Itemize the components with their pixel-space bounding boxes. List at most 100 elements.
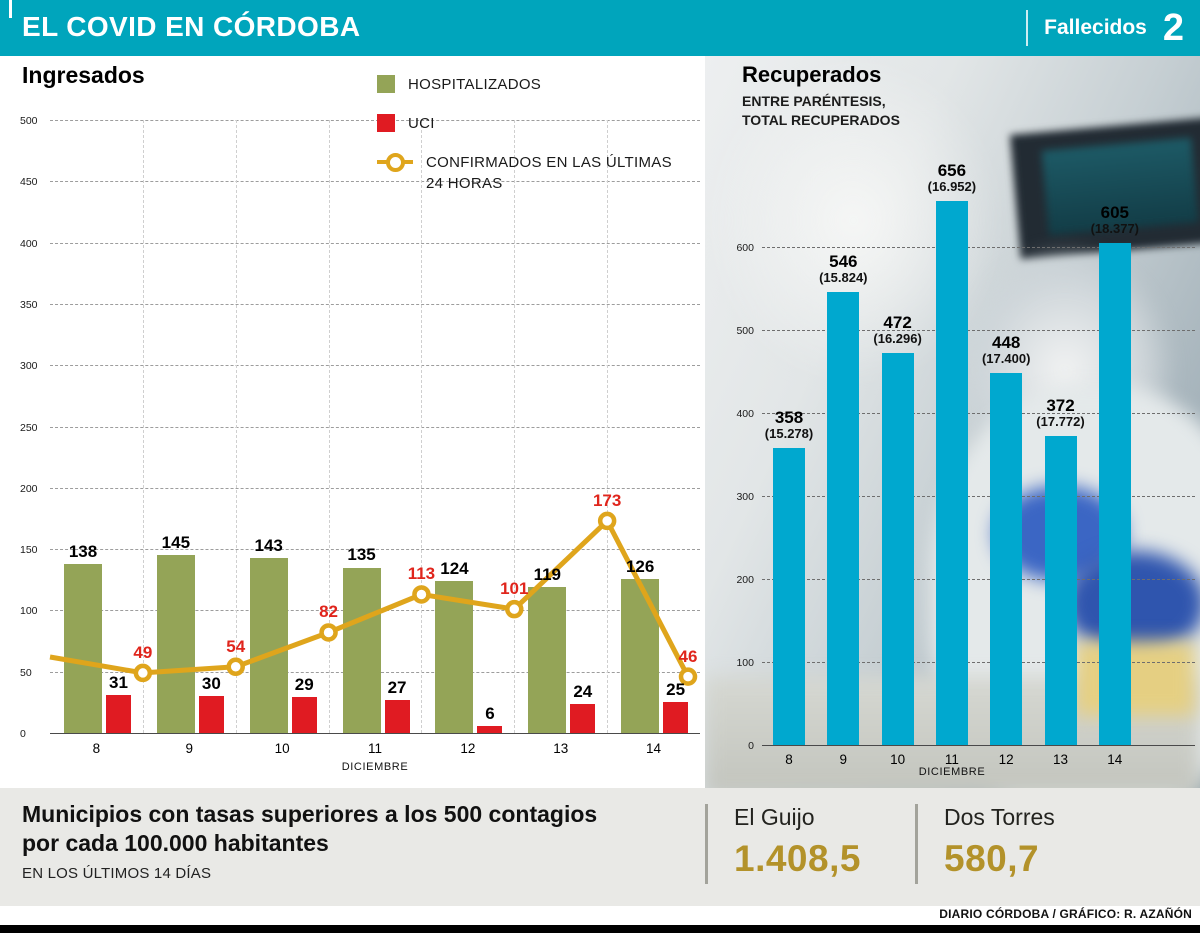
y-tick-label: 350 — [20, 298, 38, 311]
legend-label-hospitalizados: HOSPITALIZADOS — [408, 76, 542, 93]
uci-value-label: 6 — [485, 703, 495, 723]
recuperados-month-label: DICIEMBRE — [918, 766, 986, 778]
municipality-body: El Guijo 1.408,5 — [734, 804, 861, 884]
recuperados-value-label: 358 — [774, 407, 804, 427]
uci-value-label: 29 — [294, 675, 314, 695]
x-tick-label: 13 — [553, 741, 569, 756]
ingresados-month-label: DICIEMBRE — [341, 761, 409, 773]
y-tick-label: 400 — [20, 237, 38, 250]
hospitalizados-value-label: 145 — [161, 533, 191, 553]
recuperados-subtitle-line2: TOTAL RECUPERADOS — [742, 111, 900, 128]
hospitalizados-value-label: 135 — [347, 545, 376, 565]
confirmados-value-label: 49 — [133, 642, 153, 662]
recuperados-total-label: (18.377) — [1090, 220, 1140, 236]
recuperados-value-label: 605 — [1100, 202, 1129, 222]
ingresados-legend: HOSPITALIZADOS UCI CONFIRMADOS EN LAS ÚL… — [377, 74, 707, 212]
header-bar: EL COVID EN CÓRDOBA Fallecidos 2 — [0, 0, 1200, 56]
gridline — [762, 745, 1195, 746]
bar-hospitalizados — [156, 555, 195, 733]
x-tick-label: 8 — [92, 741, 101, 756]
recuperados-total-label: (15.278) — [764, 425, 814, 441]
y-tick-label: 200 — [20, 482, 38, 495]
bar-hospitalizados — [64, 563, 102, 733]
legend-item-hospitalizados: HOSPITALIZADOS — [377, 74, 707, 96]
recuperados-plot: 0 100 200 300 400 500 600 358 (15.278) 8 546 (15.82… — [736, 161, 1195, 767]
recuperados-subtitle: ENTRE PARÉNTESIS, TOTAL RECUPERADOS — [742, 92, 900, 130]
municipalities-title-line2: por cada 100.000 habitantes — [22, 830, 329, 857]
gridline — [50, 487, 700, 489]
gridline — [762, 247, 1195, 248]
bar-hospitalizados — [621, 578, 660, 733]
uci-value-label: 31 — [109, 672, 128, 692]
recuperados-value-label: 448 — [992, 333, 1021, 353]
confirmados-value-label: 113 — [407, 564, 436, 584]
bar-uci — [570, 703, 596, 733]
municipality-el-guijo: El Guijo 1.408,5 — [705, 804, 861, 884]
gridline — [50, 426, 700, 428]
bar-uci — [663, 702, 689, 733]
gridline — [50, 181, 700, 183]
x-tick-label: 11 — [367, 741, 383, 756]
photo-yellow-box — [1075, 641, 1195, 716]
municipality-value: 1.408,5 — [734, 838, 861, 879]
bar-recuperados — [773, 447, 805, 745]
y-tick-label: 200 — [736, 574, 754, 586]
uci-value-label: 25 — [666, 680, 686, 700]
confirmados-value-label: 101 — [500, 579, 529, 599]
gridline — [50, 733, 700, 734]
recuperados-value-label: 546 — [829, 251, 858, 271]
hospitalizados-value-label: 126 — [625, 556, 655, 576]
gridline — [762, 330, 1195, 331]
bar-hospitalizados — [528, 587, 567, 733]
bar-uci — [477, 725, 503, 733]
y-tick-label: 500 — [736, 325, 754, 337]
bar-recuperados — [827, 291, 860, 745]
municipalities-title-line1: Municipios con tasas superiores a los 50… — [22, 801, 598, 827]
x-tick-label: 12 — [998, 752, 1014, 767]
y-tick-label: 50 — [20, 666, 32, 679]
y-tick-label: 300 — [736, 491, 754, 503]
bottom-black-bar — [0, 925, 1200, 933]
bar-uci — [198, 696, 224, 733]
recuperados-title: Recuperados — [742, 62, 882, 87]
bar-hospitalizados — [435, 580, 474, 733]
confirmados-value-label: 173 — [592, 490, 622, 510]
legend-swatch-hospitalizados — [377, 75, 395, 93]
municipality-divider — [705, 804, 708, 884]
x-tick-label: 14 — [1107, 752, 1123, 767]
page-title: EL COVID EN CÓRDOBA — [22, 11, 361, 42]
legend-item-uci: UCI — [377, 113, 707, 135]
x-tick-label: 13 — [1052, 752, 1069, 767]
day-separator-line — [514, 120, 516, 733]
legend-line-marker-icon — [377, 152, 413, 172]
bar-hospitalizados — [249, 557, 288, 733]
header-accent-mark — [9, 0, 12, 18]
deaths-divider — [1026, 10, 1029, 46]
day-separator-line — [607, 120, 609, 733]
uci-value-label: 27 — [387, 677, 407, 697]
hospitalizados-value-label: 143 — [254, 535, 283, 555]
gridline — [762, 662, 1195, 663]
municipality-value: 580,7 — [944, 838, 1040, 879]
x-tick-label: 8 — [785, 752, 793, 767]
gridline — [50, 303, 700, 305]
uci-value-label: 24 — [573, 681, 593, 701]
municipality-divider — [915, 804, 918, 884]
deaths-value: 2 — [1162, 7, 1184, 49]
confirmados-value-label: 82 — [319, 602, 339, 622]
bar-hospitalizados — [342, 567, 381, 733]
recuperados-value-label: 472 — [883, 313, 912, 333]
recuperados-total-label: (17.772) — [1036, 414, 1085, 430]
x-tick-label: 10 — [890, 752, 906, 767]
x-tick-label: 10 — [274, 741, 290, 756]
municipalities-text: Municipios con tasas superiores a los 50… — [22, 800, 597, 882]
recuperados-total-label: (15.824) — [819, 269, 868, 285]
bar-uci — [106, 695, 131, 733]
y-tick-label: 150 — [20, 544, 38, 557]
y-tick-label: 600 — [736, 242, 754, 254]
hospitalizados-value-label: 124 — [440, 558, 469, 578]
gridline — [50, 242, 700, 244]
credit-line: DIARIO CÓRDOBA / GRÁFICO: R. AZAÑÓN — [939, 907, 1192, 921]
bar-recuperados — [881, 353, 914, 745]
recuperados-total-label: (17.400) — [981, 351, 1031, 367]
